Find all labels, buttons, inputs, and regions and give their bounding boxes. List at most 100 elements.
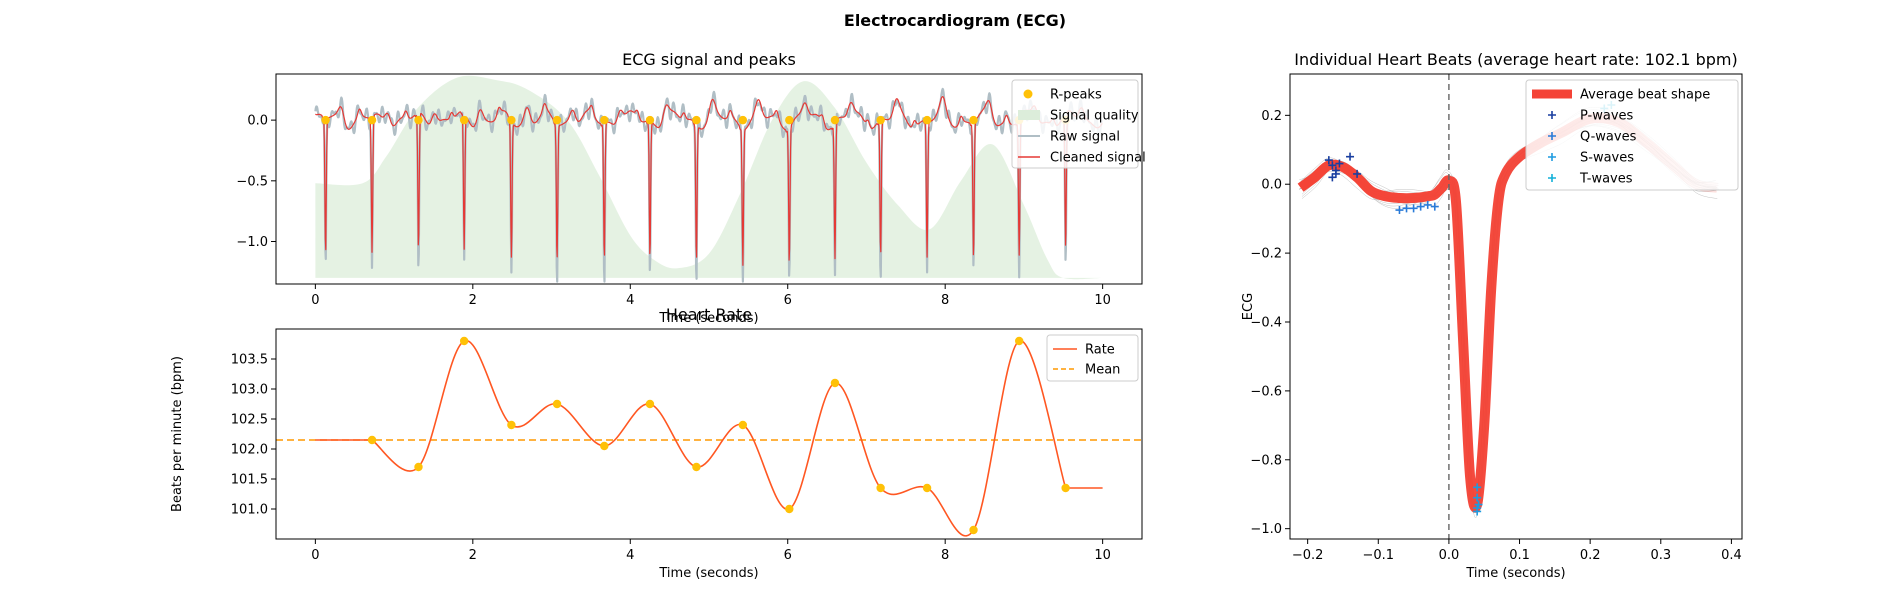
y-tick-label: −0.5 bbox=[236, 174, 268, 189]
rate-point bbox=[367, 435, 377, 445]
y-tick-label: 102.0 bbox=[231, 443, 268, 458]
legend-marker-wave bbox=[1548, 111, 1556, 119]
p-wave-marker bbox=[1331, 169, 1340, 178]
q-wave-marker bbox=[1409, 204, 1418, 213]
rate-point bbox=[459, 336, 469, 346]
axes-title: ECG signal and peaks bbox=[622, 50, 796, 69]
x-tick-label: 2 bbox=[469, 293, 477, 308]
x-tick-label: 0 bbox=[311, 548, 319, 563]
heart-rate-panel: 0 2 4 6 8 10 101.0 101.5 102.0 102.5 103.0 103.5 Hea… bbox=[170, 305, 1143, 581]
y-tick-label: 101.0 bbox=[231, 503, 268, 518]
x-tick-label: 0.3 bbox=[1650, 548, 1671, 563]
figure-title: Electrocardiogram (ECG) bbox=[844, 11, 1066, 30]
rate-point bbox=[1061, 483, 1070, 493]
r-peak-point bbox=[414, 115, 423, 125]
legend-box bbox=[1011, 79, 1139, 169]
rate-point bbox=[969, 525, 978, 535]
rate-point bbox=[507, 420, 516, 430]
legend-label: P-waves bbox=[1580, 109, 1634, 124]
legend-label: S-waves bbox=[1580, 151, 1634, 166]
y-axis-label: Beats per minute (bpm) bbox=[170, 356, 185, 512]
rate-point bbox=[1014, 336, 1024, 346]
axes-title: Individual Heart Beats (average heart ra… bbox=[1294, 50, 1738, 69]
r-peak-point bbox=[830, 115, 840, 125]
ecg-legend: R-peaks Signal quality Raw signal Cleaned s… bbox=[1011, 79, 1146, 169]
y-tick-label: −1.0 bbox=[1250, 522, 1282, 537]
legend-label: Rate bbox=[1085, 343, 1115, 358]
legend-box bbox=[1525, 79, 1739, 191]
x-tick-label: 8 bbox=[941, 293, 949, 308]
x-tick-label: 6 bbox=[784, 548, 792, 563]
ecg-signal-panel: 0 2 4 6 8 10 0.0 −0.5 −1.0 ECG signal and peaks Ti… bbox=[236, 50, 1145, 326]
y-tick-label: 0.2 bbox=[1261, 109, 1282, 124]
x-tick-label: 2 bbox=[469, 548, 477, 563]
rate-line bbox=[315, 340, 1103, 537]
legend-label: R-peaks bbox=[1050, 88, 1102, 103]
q-wave-marker bbox=[1395, 206, 1404, 215]
y-tick-label: −0.2 bbox=[1250, 247, 1282, 262]
s-wave-marker bbox=[1473, 493, 1482, 502]
rate-point bbox=[785, 504, 794, 514]
p-wave-marker bbox=[1346, 152, 1355, 161]
axes-frame bbox=[275, 328, 1143, 540]
legend-label: Signal quality bbox=[1050, 109, 1139, 124]
q-wave-marker bbox=[1416, 202, 1425, 211]
rate-point bbox=[738, 420, 748, 430]
x-axis-label: Time (seconds) bbox=[1465, 566, 1565, 581]
q-wave-marker bbox=[1423, 200, 1432, 209]
legend-label: Raw signal bbox=[1050, 130, 1120, 145]
q-wave-marker bbox=[1430, 202, 1439, 211]
axes-frame bbox=[275, 73, 1143, 285]
legend-label: T-waves bbox=[1579, 172, 1633, 187]
y-tick-label: −0.8 bbox=[1250, 453, 1282, 468]
s-wave-marker bbox=[1473, 483, 1482, 492]
y-tick-label: 102.5 bbox=[231, 413, 268, 428]
heart-beats-panel: −0.2 −0.1 0.0 0.1 0.2 0.3 0.4 0.2 0.0 −0.2 −0.4 −0.… bbox=[1241, 50, 1743, 581]
r-peak-point bbox=[969, 115, 978, 125]
rate-point bbox=[922, 483, 932, 493]
x-tick-label: 0.2 bbox=[1580, 548, 1601, 563]
rate-point bbox=[414, 462, 423, 472]
y-tick-label: 0.0 bbox=[247, 114, 268, 129]
x-tick-label: 4 bbox=[626, 548, 634, 563]
y-tick-label: 0.0 bbox=[1261, 178, 1282, 193]
x-axis-label: Time (seconds) bbox=[658, 566, 758, 581]
x-tick-label: 6 bbox=[784, 293, 792, 308]
legend-label: Cleaned signal bbox=[1050, 151, 1146, 166]
r-peak-point bbox=[459, 115, 469, 125]
r-peak-point bbox=[552, 115, 562, 125]
x-tick-label: 0 bbox=[311, 293, 319, 308]
x-tick-label: 10 bbox=[1094, 293, 1111, 308]
p-wave-marker bbox=[1324, 156, 1333, 165]
raw-signal-line bbox=[314, 87, 1104, 283]
x-axis-label: Time (seconds) bbox=[658, 311, 758, 326]
x-tick-label: −0.2 bbox=[1292, 548, 1324, 563]
rate-point bbox=[876, 483, 885, 493]
legend-label: Average beat shape bbox=[1580, 88, 1710, 103]
r-peak-point bbox=[600, 115, 609, 125]
p-wave-marker bbox=[1328, 161, 1337, 170]
legend-marker-wave bbox=[1548, 174, 1556, 182]
y-tick-label: −1.0 bbox=[236, 235, 268, 250]
rate-point bbox=[552, 399, 562, 409]
s-wave-marker bbox=[1473, 504, 1482, 512]
cleaned-signal-line bbox=[315, 96, 1103, 266]
rate-point bbox=[600, 441, 609, 451]
y-tick-label: 103.5 bbox=[231, 353, 268, 368]
y-tick-label: −0.6 bbox=[1250, 384, 1282, 399]
r-peak-point bbox=[507, 115, 516, 125]
r-peak-point bbox=[785, 115, 794, 125]
x-tick-label: 0.0 bbox=[1439, 548, 1460, 563]
x-tick-label: 10 bbox=[1094, 548, 1111, 563]
rate-point bbox=[692, 462, 701, 472]
r-peak-point bbox=[692, 115, 701, 125]
y-tick-label: −0.4 bbox=[1250, 316, 1282, 331]
r-peak-point bbox=[321, 115, 330, 125]
axes-frame bbox=[1289, 73, 1743, 540]
beats-legend: Average beat shape P-waves Q-waves S-waves T… bbox=[1525, 79, 1739, 191]
legend-marker-wave bbox=[1548, 132, 1556, 140]
x-tick-label: −0.1 bbox=[1362, 548, 1394, 563]
legend-marker-r-peaks bbox=[1023, 89, 1033, 99]
legend-label: Mean bbox=[1085, 363, 1120, 378]
